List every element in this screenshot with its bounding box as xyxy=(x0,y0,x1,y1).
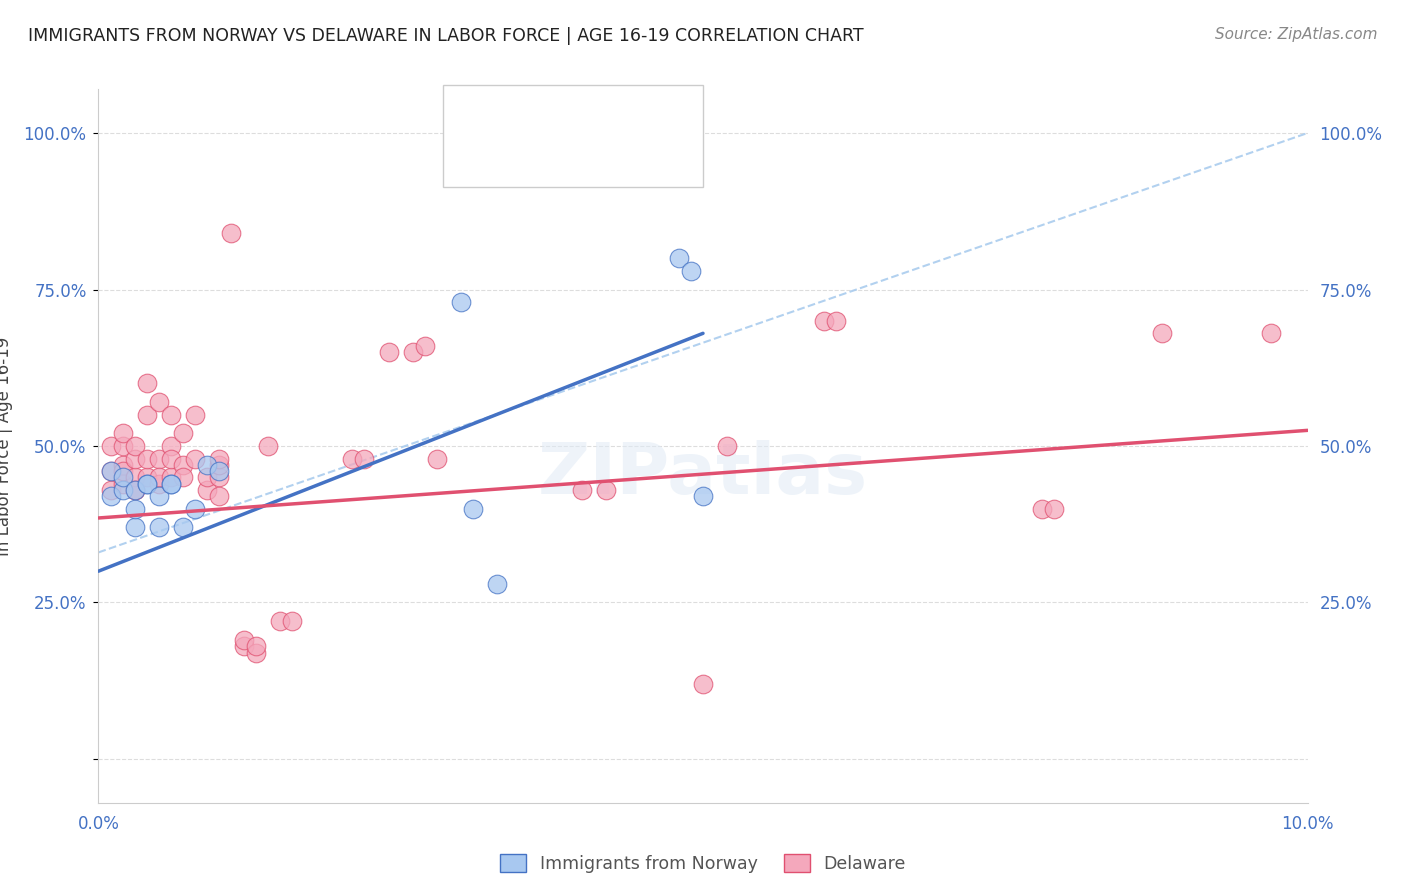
Point xyxy=(160,451,183,466)
Point xyxy=(450,295,472,310)
Point xyxy=(595,483,617,497)
Point xyxy=(111,483,134,497)
Point xyxy=(486,576,509,591)
Point xyxy=(100,489,122,503)
Point xyxy=(208,470,231,484)
Point xyxy=(160,408,183,422)
Point xyxy=(353,451,375,466)
Text: R =  0.214   N = 60: R = 0.214 N = 60 xyxy=(499,148,690,166)
Point xyxy=(426,451,449,466)
Point xyxy=(184,501,207,516)
Bar xyxy=(456,140,489,173)
Text: Source: ZipAtlas.com: Source: ZipAtlas.com xyxy=(1215,27,1378,42)
Point xyxy=(172,458,194,472)
Point xyxy=(256,439,278,453)
Point xyxy=(195,483,218,497)
Point xyxy=(124,451,146,466)
Point xyxy=(172,520,194,534)
Point xyxy=(100,483,122,497)
Point xyxy=(124,520,146,534)
Point xyxy=(148,476,170,491)
Point xyxy=(195,458,218,472)
Point xyxy=(148,451,170,466)
Point xyxy=(232,640,254,654)
Point xyxy=(184,408,207,422)
Text: ZIPatlas: ZIPatlas xyxy=(538,440,868,509)
Point xyxy=(160,470,183,484)
Point xyxy=(124,501,146,516)
Point xyxy=(111,458,134,472)
Point xyxy=(124,470,146,484)
Point xyxy=(160,439,183,453)
Point xyxy=(208,489,231,503)
Point xyxy=(172,470,194,484)
Point xyxy=(184,451,207,466)
Point xyxy=(148,520,170,534)
Point xyxy=(100,439,122,453)
Point xyxy=(1031,501,1053,516)
Point xyxy=(813,314,835,328)
Point xyxy=(208,458,231,472)
Point xyxy=(148,395,170,409)
Point xyxy=(281,614,304,628)
Point xyxy=(195,470,218,484)
Point xyxy=(825,314,848,328)
Point xyxy=(124,483,146,497)
Point xyxy=(679,264,702,278)
Point xyxy=(148,489,170,503)
Point xyxy=(269,614,291,628)
Point xyxy=(111,426,134,441)
Point xyxy=(135,470,157,484)
Point xyxy=(135,451,157,466)
Point xyxy=(208,451,231,466)
Point xyxy=(245,640,267,654)
Point xyxy=(111,439,134,453)
Point xyxy=(124,439,146,453)
Point xyxy=(245,646,267,660)
Point xyxy=(100,464,122,478)
Point xyxy=(135,476,157,491)
Point xyxy=(100,464,122,478)
Point xyxy=(571,483,593,497)
Bar xyxy=(456,96,489,130)
Point xyxy=(111,470,134,484)
Point xyxy=(1260,326,1282,341)
Y-axis label: In Labor Force | Age 16-19: In Labor Force | Age 16-19 xyxy=(0,336,13,556)
Legend: Immigrants from Norway, Delaware: Immigrants from Norway, Delaware xyxy=(494,847,912,880)
Point xyxy=(124,483,146,497)
Point xyxy=(124,483,146,497)
Text: R =  0.508   N = 23: R = 0.508 N = 23 xyxy=(499,104,690,122)
Point xyxy=(413,339,436,353)
Point xyxy=(111,476,134,491)
Point xyxy=(463,501,485,516)
Point xyxy=(160,476,183,491)
Point xyxy=(1152,326,1174,341)
Point xyxy=(172,426,194,441)
Point xyxy=(135,376,157,391)
Point xyxy=(135,408,157,422)
Text: IMMIGRANTS FROM NORWAY VS DELAWARE IN LABOR FORCE | AGE 16-19 CORRELATION CHART: IMMIGRANTS FROM NORWAY VS DELAWARE IN LA… xyxy=(28,27,863,45)
Point xyxy=(1042,501,1064,516)
Point xyxy=(221,226,243,240)
Point xyxy=(232,633,254,648)
Point xyxy=(135,476,157,491)
Point xyxy=(342,451,364,466)
Point xyxy=(208,464,231,478)
Point xyxy=(716,439,738,453)
Point xyxy=(692,489,714,503)
Point xyxy=(111,464,134,478)
Point xyxy=(402,345,425,359)
Point xyxy=(692,677,714,691)
Point xyxy=(148,470,170,484)
Point xyxy=(160,476,183,491)
Point xyxy=(377,345,399,359)
Point xyxy=(668,251,690,265)
